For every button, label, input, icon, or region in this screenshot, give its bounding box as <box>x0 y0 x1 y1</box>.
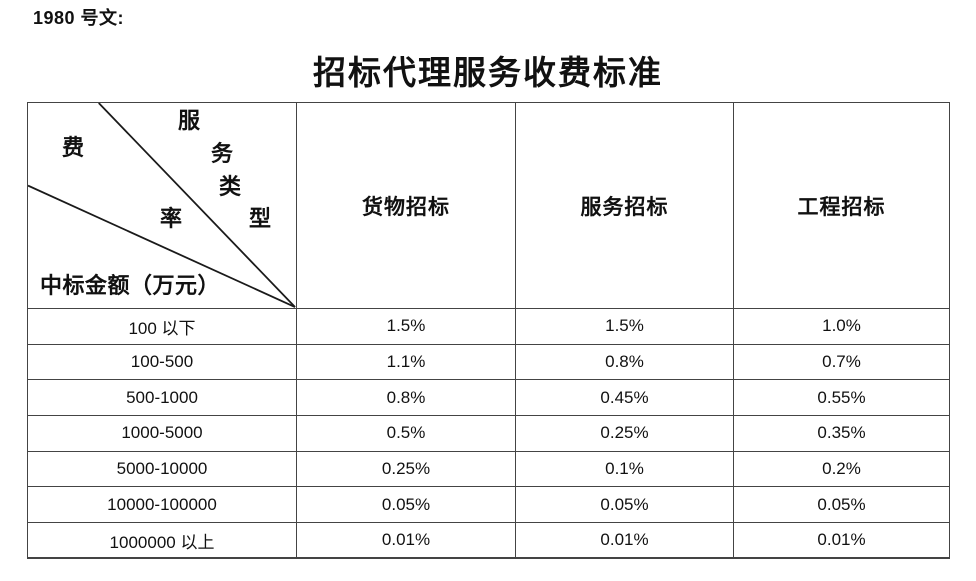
rate-cell: 0.7% <box>733 343 950 381</box>
table-row: 5000-10000 0.25% 0.1% 0.2% <box>27 450 950 488</box>
rate-cell: 0.25% <box>515 415 734 452</box>
fee-table: 费 率 服 务 类 型 中标金额（万元） 货物招标 服务招标 工程招标 100 … <box>27 102 950 560</box>
row-range-label: 10000-100000 <box>27 486 297 524</box>
rate-cell: 1.1% <box>296 343 516 381</box>
row-range-label: 100-500 <box>27 343 297 381</box>
column-header-engineering: 工程招标 <box>733 102 950 309</box>
row-range-label: 1000-5000 <box>27 415 297 452</box>
rate-cell: 0.5% <box>296 415 516 452</box>
rate-cell: 0.8% <box>515 343 734 381</box>
corner-rate-char: 率 <box>160 206 183 231</box>
rate-cell: 0.05% <box>296 486 516 524</box>
rate-cell: 0.01% <box>296 522 516 559</box>
row-range-label: 5000-10000 <box>27 450 297 488</box>
rate-cell: 0.1% <box>515 450 734 488</box>
header-row: 费 率 服 务 类 型 中标金额（万元） 货物招标 服务招标 工程招标 <box>27 102 950 309</box>
table-row: 500-1000 0.8% 0.45% 0.55% <box>27 379 950 417</box>
corner-type-char-4: 型 <box>249 206 272 231</box>
rate-cell: 0.55% <box>733 379 950 417</box>
table-row: 10000-100000 0.05% 0.05% 0.05% <box>27 486 950 524</box>
rate-cell: 0.25% <box>296 450 516 488</box>
rate-cell: 0.8% <box>296 379 516 417</box>
corner-fee-char: 费 <box>62 135 85 160</box>
rate-cell: 0.05% <box>515 486 734 524</box>
doc-ref-label: 1980 号文: <box>33 8 125 28</box>
rate-cell: 1.5% <box>296 308 516 345</box>
row-range-label: 100 以下 <box>27 308 297 345</box>
rate-cell: 0.01% <box>515 522 734 559</box>
rate-cell: 0.35% <box>733 415 950 452</box>
table-row: 100 以下 1.5% 1.5% 1.0% <box>27 308 950 345</box>
column-header-services: 服务招标 <box>515 102 734 309</box>
rate-cell: 0.45% <box>515 379 734 417</box>
rate-cell: 0.01% <box>733 522 950 559</box>
row-range-label: 1000000 以上 <box>27 522 297 559</box>
rate-cell: 0.2% <box>733 450 950 488</box>
table-row: 1000-5000 0.5% 0.25% 0.35% <box>27 415 950 452</box>
doc-title: 招标代理服务收费标准 <box>313 56 663 92</box>
diagonal-line-upper <box>98 103 296 308</box>
table-row: 100-500 1.1% 0.8% 0.7% <box>27 343 950 381</box>
corner-header-cell: 费 率 服 务 类 型 中标金额（万元） <box>27 102 297 309</box>
corner-type-char-2: 务 <box>211 141 234 166</box>
corner-row-axis-label: 中标金额（万元） <box>40 273 221 298</box>
table-row: 1000000 以上 0.01% 0.01% 0.01% <box>27 522 950 559</box>
rate-cell: 1.0% <box>733 308 950 345</box>
column-header-goods: 货物招标 <box>296 102 516 309</box>
rate-cell: 1.5% <box>515 308 734 345</box>
row-range-label: 500-1000 <box>27 379 297 417</box>
diagonal-line-lower <box>28 184 296 308</box>
corner-type-char-3: 类 <box>219 174 242 199</box>
diagonal-split-lines <box>28 103 296 308</box>
corner-type-char-1: 服 <box>178 108 201 133</box>
rate-cell: 0.05% <box>733 486 950 524</box>
